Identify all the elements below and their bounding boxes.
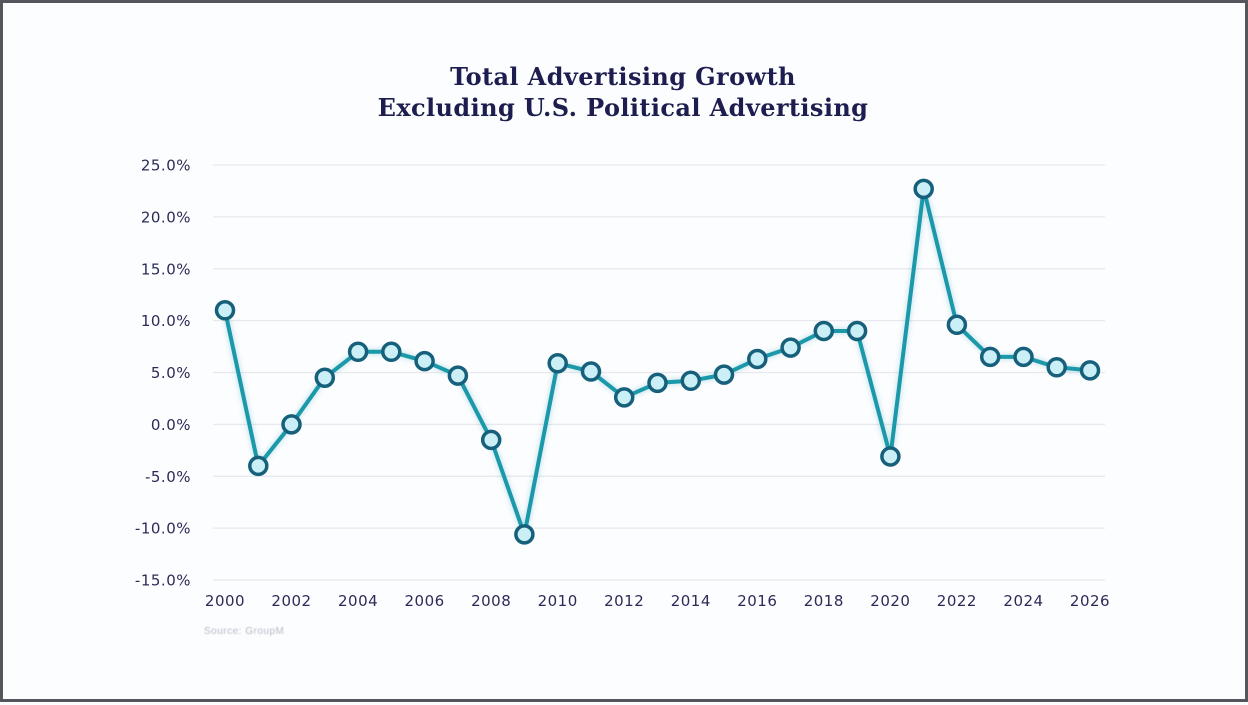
y-tick-label: 5.0% xyxy=(151,364,191,382)
data-point xyxy=(447,365,469,386)
x-tick-label: 2002 xyxy=(271,592,311,610)
chart-card: Total Advertising Growth Excluding U.S. … xyxy=(3,3,1245,699)
chart-title-line2: Excluding U.S. Political Advertising xyxy=(377,93,869,122)
y-tick-label: -15.0% xyxy=(135,572,191,590)
line-chart: 25.0% 20.0% 15.0% 10.0% 5.0% 0.0% -5.0% -10.0% -… xyxy=(135,157,1110,611)
data-point xyxy=(1013,346,1034,368)
data-point xyxy=(747,348,768,370)
y-tick-label: 25.0% xyxy=(141,157,191,175)
chart-title-line1: Total Advertising Growth xyxy=(450,62,796,91)
x-tick-label: 2004 xyxy=(338,592,378,610)
x-tick-label: 2012 xyxy=(604,592,644,610)
data-point xyxy=(248,455,269,477)
data-point xyxy=(580,361,602,382)
x-tick-label: 2016 xyxy=(737,592,777,610)
data-point xyxy=(846,320,868,342)
data-point xyxy=(979,346,1001,368)
data-point xyxy=(780,337,801,358)
data-point xyxy=(1046,357,1067,378)
y-tick-label: -5.0% xyxy=(145,468,191,486)
data-point xyxy=(1079,360,1101,381)
data-point xyxy=(913,178,934,200)
x-tick-label: 2026 xyxy=(1070,592,1110,610)
x-tick-label: 2000 xyxy=(205,592,245,610)
data-point xyxy=(414,350,435,372)
data-point xyxy=(713,364,735,385)
trend-line xyxy=(223,186,1092,537)
y-tick-label: 20.0% xyxy=(141,208,191,226)
data-point xyxy=(480,429,502,451)
y-tick-label: 10.0% xyxy=(141,312,191,330)
data-point xyxy=(314,367,336,388)
data-point xyxy=(347,341,369,363)
x-tick-label: 2014 xyxy=(671,592,711,610)
data-point xyxy=(547,352,568,374)
x-tick-label: 2006 xyxy=(405,592,445,610)
data-point xyxy=(281,414,302,435)
y-tick-label: -10.0% xyxy=(135,520,191,538)
x-tick-label: 2024 xyxy=(1003,592,1043,610)
x-tick-label: 2010 xyxy=(538,592,578,610)
data-point xyxy=(647,372,668,394)
x-tick-label: 2008 xyxy=(471,592,511,610)
chart-title: Total Advertising Growth Excluding U.S. … xyxy=(3,61,1243,123)
data-point xyxy=(214,300,236,321)
y-tick-label: 15.0% xyxy=(141,260,191,278)
data-point xyxy=(381,341,402,363)
data-point xyxy=(680,370,702,392)
source-note: Source: GroupM xyxy=(204,626,285,637)
data-point xyxy=(613,387,635,408)
x-tick-label: 2022 xyxy=(937,592,977,610)
data-point xyxy=(880,446,901,467)
data-point xyxy=(813,320,835,342)
x-tick-label: 2020 xyxy=(870,592,910,610)
data-point xyxy=(946,314,968,336)
x-tick-label: 2018 xyxy=(804,592,844,610)
y-tick-label: 0.0% xyxy=(151,416,191,434)
data-point xyxy=(514,524,535,545)
